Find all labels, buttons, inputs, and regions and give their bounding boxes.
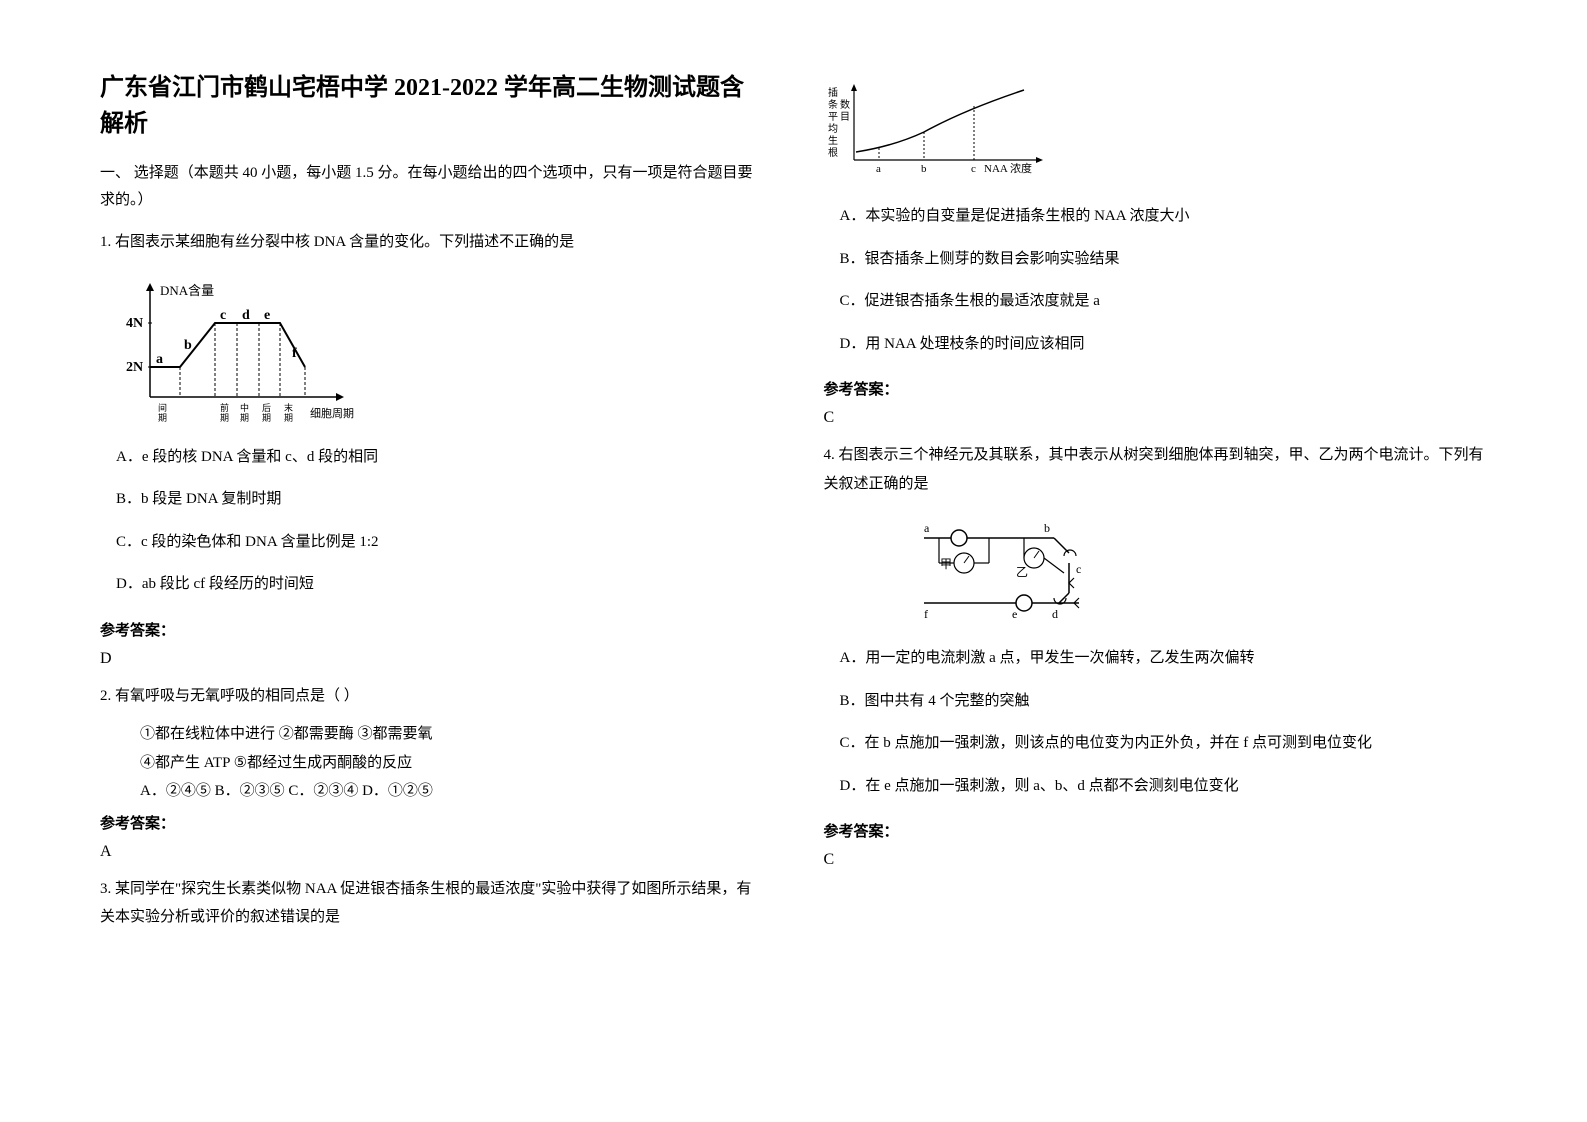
section-intro: 一、 选择题（本题共 40 小题，每小题 1.5 分。在每小题给出的四个选项中，… bbox=[100, 160, 764, 214]
svg-text:根: 根 bbox=[828, 146, 838, 159]
svg-text:c: c bbox=[1076, 562, 1081, 576]
q2-answer: A bbox=[100, 843, 764, 861]
svg-text:甲: 甲 bbox=[940, 557, 952, 571]
svg-text:数: 数 bbox=[840, 98, 850, 111]
q4-optC: C．在 b 点施加一强刺激，则该点的电位变为内正外负，并在 f 点可测到电位变化 bbox=[840, 729, 1488, 758]
q4-optD: D．在 e 点施加一强刺激，则 a、b、d 点都不会测刻电位变化 bbox=[840, 772, 1488, 801]
document-title: 广东省江门市鹤山宅梧中学 2021-2022 学年高二生物测试题含解析 bbox=[100, 70, 764, 142]
svg-text:中: 中 bbox=[240, 402, 249, 413]
svg-text:期: 期 bbox=[158, 413, 167, 423]
svg-text:间: 间 bbox=[158, 402, 167, 413]
svg-text:4N: 4N bbox=[126, 316, 143, 331]
svg-text:条: 条 bbox=[828, 98, 838, 111]
q3-optD: D．用 NAA 处理枝条的时间应该相同 bbox=[840, 330, 1488, 359]
svg-text:e: e bbox=[1012, 607, 1017, 621]
q3-optA: A．本实验的自变量是促进插条生根的 NAA 浓度大小 bbox=[840, 202, 1488, 231]
svg-text:e: e bbox=[264, 308, 270, 323]
svg-text:d: d bbox=[1052, 607, 1058, 621]
svg-text:期: 期 bbox=[220, 413, 229, 423]
svg-text:乙: 乙 bbox=[1016, 565, 1028, 579]
svg-text:f: f bbox=[924, 607, 928, 621]
q2-answer-label: 参考答案： bbox=[100, 812, 764, 833]
q4-answer-label: 参考答案： bbox=[824, 820, 1488, 841]
svg-text:前: 前 bbox=[220, 402, 229, 413]
svg-text:b: b bbox=[184, 338, 192, 353]
left-column: 广东省江门市鹤山宅梧中学 2021-2022 学年高二生物测试题含解析 一、 选… bbox=[100, 70, 764, 1052]
svg-text:2N: 2N bbox=[126, 360, 143, 375]
svg-text:a: a bbox=[156, 352, 163, 367]
q4-optB: B．图中共有 4 个完整的突触 bbox=[840, 687, 1488, 716]
q1-stem: 1. 右图表示某细胞有丝分裂中核 DNA 含量的变化。下列描述不正确的是 bbox=[100, 228, 764, 257]
q2-items-row1: ①都在线粒体中进行 ②都需要酶 ③都需要氧 bbox=[140, 720, 764, 749]
q1-answer-label: 参考答案： bbox=[100, 619, 764, 640]
svg-text:细胞周期: 细胞周期 bbox=[310, 407, 354, 420]
svg-text:期: 期 bbox=[262, 413, 271, 423]
q1-chart: 4N 2N DNA含量 a b c d e f 间 期 前 bbox=[120, 277, 764, 427]
svg-text:平: 平 bbox=[828, 112, 838, 123]
svg-text:插: 插 bbox=[828, 86, 838, 99]
svg-text:b: b bbox=[921, 163, 927, 175]
svg-text:c: c bbox=[220, 308, 226, 323]
q1-optB: B．b 段是 DNA 复制时期 bbox=[116, 485, 764, 514]
svg-text:DNA含量: DNA含量 bbox=[160, 283, 214, 298]
q3-answer: C bbox=[824, 409, 1488, 427]
svg-text:期: 期 bbox=[240, 413, 249, 423]
q2-items-row2: ④都产生 ATP ⑤都经过生成丙酮酸的反应 bbox=[140, 749, 764, 778]
svg-text:均: 均 bbox=[828, 123, 838, 135]
q3-optB: B．银杏插条上侧芽的数目会影响实验结果 bbox=[840, 245, 1488, 274]
q2-stem: 2. 有氧呼吸与无氧呼吸的相同点是（ ） bbox=[100, 682, 764, 711]
svg-text:c: c bbox=[971, 163, 976, 175]
q4-answer: C bbox=[824, 851, 1488, 869]
q1-answer: D bbox=[100, 650, 764, 668]
q4-optA: A．用一定的电流刺激 a 点，甲发生一次偏转，乙发生两次偏转 bbox=[840, 644, 1488, 673]
q3-answer-label: 参考答案： bbox=[824, 378, 1488, 399]
q1-optD: D．ab 段比 cf 段经历的时间短 bbox=[116, 570, 764, 599]
svg-text:a: a bbox=[876, 163, 881, 175]
q3-chart: 插 条 平 均 生 根 数 目 a b c NAA 浓度 bbox=[824, 80, 1488, 180]
svg-text:后: 后 bbox=[262, 403, 271, 413]
q4-diagram: a b 甲 乙 c f e d bbox=[904, 518, 1488, 628]
svg-text:期: 期 bbox=[284, 413, 293, 423]
q2-choices: A．②④⑤ B．②③⑤ C．②③④ D．①②⑤ bbox=[140, 777, 764, 806]
q1-optC: C．c 段的染色体和 DNA 含量比例是 1:2 bbox=[116, 528, 764, 557]
svg-text:b: b bbox=[1044, 521, 1050, 535]
svg-text:a: a bbox=[924, 521, 930, 535]
svg-text:f: f bbox=[292, 346, 297, 361]
svg-text:生: 生 bbox=[828, 134, 838, 147]
q4-stem: 4. 右图表示三个神经元及其联系，其中表示从树突到细胞体再到轴突，甲、乙为两个电… bbox=[824, 441, 1488, 498]
svg-text:d: d bbox=[242, 308, 250, 323]
svg-text:NAA 浓度: NAA 浓度 bbox=[984, 161, 1032, 175]
q3-stem: 3. 某同学在"探究生长素类似物 NAA 促进银杏插条生根的最适浓度"实验中获得… bbox=[100, 875, 764, 932]
q1-optA: A．e 段的核 DNA 含量和 c、d 段的相同 bbox=[116, 443, 764, 472]
right-column: 插 条 平 均 生 根 数 目 a b c NAA 浓度 A．本实验的自变 bbox=[824, 70, 1488, 1052]
svg-text:末: 末 bbox=[284, 402, 293, 413]
svg-text:目: 目 bbox=[840, 112, 850, 123]
q3-optC: C．促进银杏插条生根的最适浓度就是 a bbox=[840, 287, 1488, 316]
